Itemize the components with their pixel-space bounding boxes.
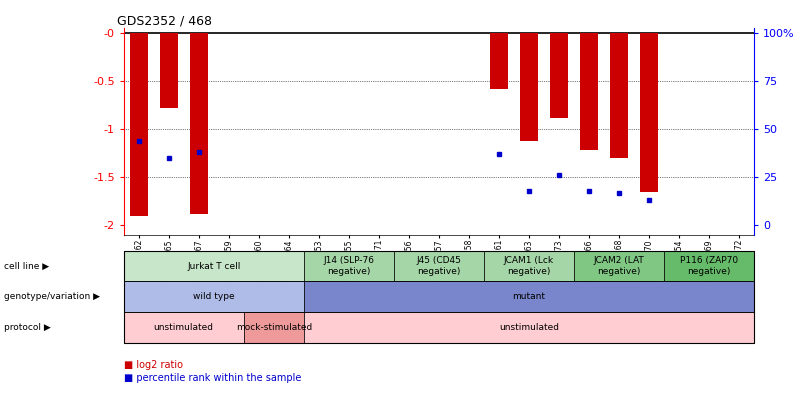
- Text: cell line ▶: cell line ▶: [4, 262, 49, 271]
- Text: mutant: mutant: [512, 292, 546, 301]
- Bar: [190, 33, 207, 214]
- Bar: [640, 33, 658, 192]
- Bar: [160, 33, 178, 108]
- Bar: [490, 33, 508, 89]
- Text: mock-stimulated: mock-stimulated: [235, 323, 312, 332]
- Text: JCAM2 (LAT
negative): JCAM2 (LAT negative): [594, 256, 645, 276]
- Bar: [130, 33, 148, 216]
- Bar: [520, 33, 538, 141]
- Text: P116 (ZAP70
negative): P116 (ZAP70 negative): [680, 256, 738, 276]
- Text: genotype/variation ▶: genotype/variation ▶: [4, 292, 100, 301]
- Bar: [550, 33, 568, 118]
- Text: J45 (CD45
negative): J45 (CD45 negative): [417, 256, 461, 276]
- Text: protocol ▶: protocol ▶: [4, 323, 51, 332]
- Text: GDS2352 / 468: GDS2352 / 468: [117, 14, 212, 27]
- Text: ■ log2 ratio: ■ log2 ratio: [124, 360, 183, 370]
- Text: ■ percentile rank within the sample: ■ percentile rank within the sample: [124, 373, 301, 383]
- Text: unstimulated: unstimulated: [499, 323, 559, 332]
- Text: JCAM1 (Lck
negative): JCAM1 (Lck negative): [504, 256, 554, 276]
- Text: J14 (SLP-76
negative): J14 (SLP-76 negative): [323, 256, 374, 276]
- Bar: [580, 33, 598, 150]
- Text: unstimulated: unstimulated: [154, 323, 214, 332]
- Text: wild type: wild type: [193, 292, 235, 301]
- Bar: [610, 33, 628, 158]
- Text: Jurkat T cell: Jurkat T cell: [187, 262, 240, 271]
